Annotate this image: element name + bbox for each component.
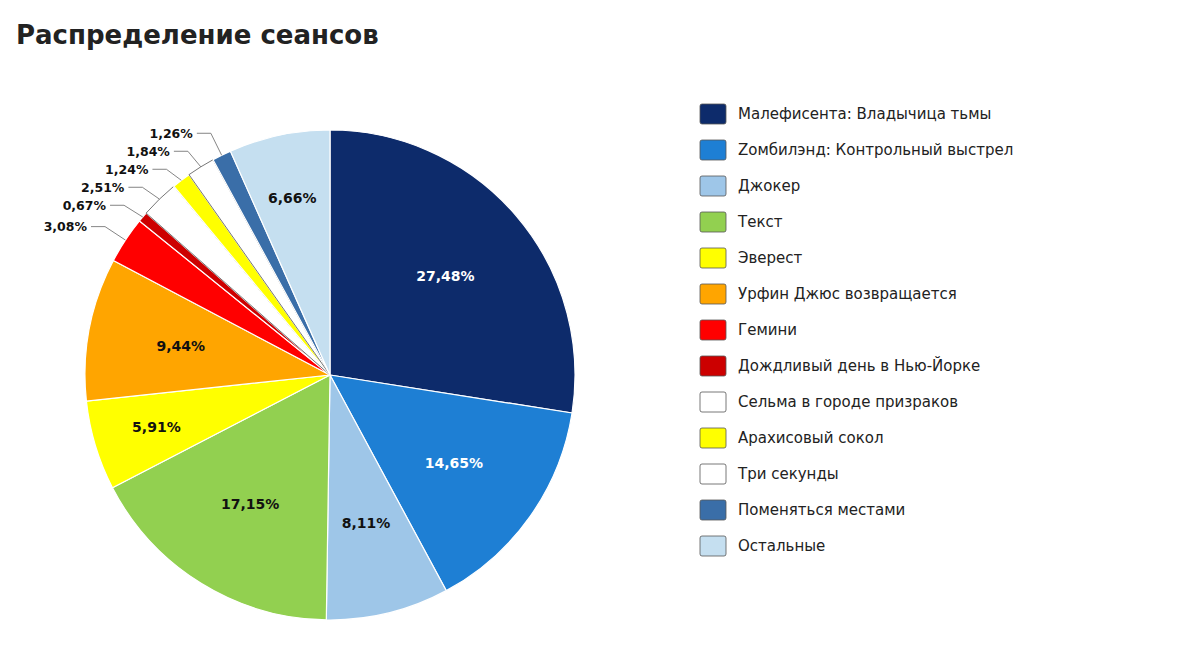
data-label: 5,91%: [132, 419, 181, 435]
data-label: 14,65%: [425, 455, 483, 471]
slice: [230, 130, 330, 375]
legend-swatch: [700, 428, 726, 448]
legend-label: Гемини: [738, 321, 797, 339]
legend-swatch: [700, 212, 726, 232]
legend-label: Остальные: [738, 537, 825, 555]
legend-label: Zомбилэнд: Контрольный выстрел: [738, 141, 1013, 159]
legend-label: Эверест: [738, 249, 803, 267]
legend-label: Джокер: [738, 177, 800, 195]
legend-label: Урфин Джюс возвращается: [738, 285, 957, 303]
legend-label: Текст: [737, 213, 783, 231]
data-label: 1,26%: [149, 126, 193, 141]
legend-label: Три секунды: [737, 465, 839, 483]
data-label: 2,51%: [81, 180, 125, 195]
title: Распределение сеансов: [16, 20, 379, 50]
pie: [85, 130, 575, 620]
legend-label: Малефисента: Владычица тьмы: [738, 105, 991, 123]
legend-label: Поменяться местами: [738, 501, 905, 519]
legend-swatch: [700, 248, 726, 268]
data-labels: 27,48% 14,65% 8,11% 17,15% 5,91% 9,44% 6,66% 3,…: [44, 126, 483, 531]
legend-swatch: [700, 392, 726, 412]
leader-line: [91, 227, 125, 240]
leader-line: [110, 205, 143, 217]
legend-swatch: [700, 284, 726, 304]
slice: [330, 130, 575, 413]
data-label: 3,08%: [44, 219, 88, 234]
data-label: 8,11%: [342, 515, 391, 531]
legend-swatch: [700, 320, 726, 340]
data-label: 1,24%: [105, 162, 149, 177]
legend-swatch: [700, 104, 726, 124]
chart: Распределение сеансов 27,48% 14,65% 8,11% 17…: [0, 0, 1177, 656]
legend-label: Арахисовый сокол: [738, 429, 883, 447]
legend-swatch: [700, 464, 726, 484]
slice: [326, 375, 446, 620]
leader-line: [197, 133, 222, 155]
leader-line: [174, 151, 201, 167]
data-label: 17,15%: [221, 496, 279, 512]
legend-label: Сельма в городе призраков: [738, 393, 958, 411]
leader-line: [152, 169, 181, 180]
legend-swatch: [700, 140, 726, 160]
legend-swatch: [700, 500, 726, 520]
legend: Малефисента: Владычица тьмы Zомбилэнд: Ко…: [700, 104, 1013, 556]
legend-label: Дождливый день в Нью-Йорке: [738, 356, 980, 375]
legend-swatch: [700, 356, 726, 376]
data-label: 27,48%: [416, 268, 474, 284]
leader-line: [128, 187, 159, 199]
data-label: 9,44%: [157, 338, 206, 354]
background: [0, 0, 1177, 656]
data-label: 0,67%: [63, 198, 107, 213]
legend-swatch: [700, 536, 726, 556]
legend-swatch: [700, 176, 726, 196]
data-label: 1,84%: [127, 144, 171, 159]
data-label: 6,66%: [268, 190, 317, 206]
